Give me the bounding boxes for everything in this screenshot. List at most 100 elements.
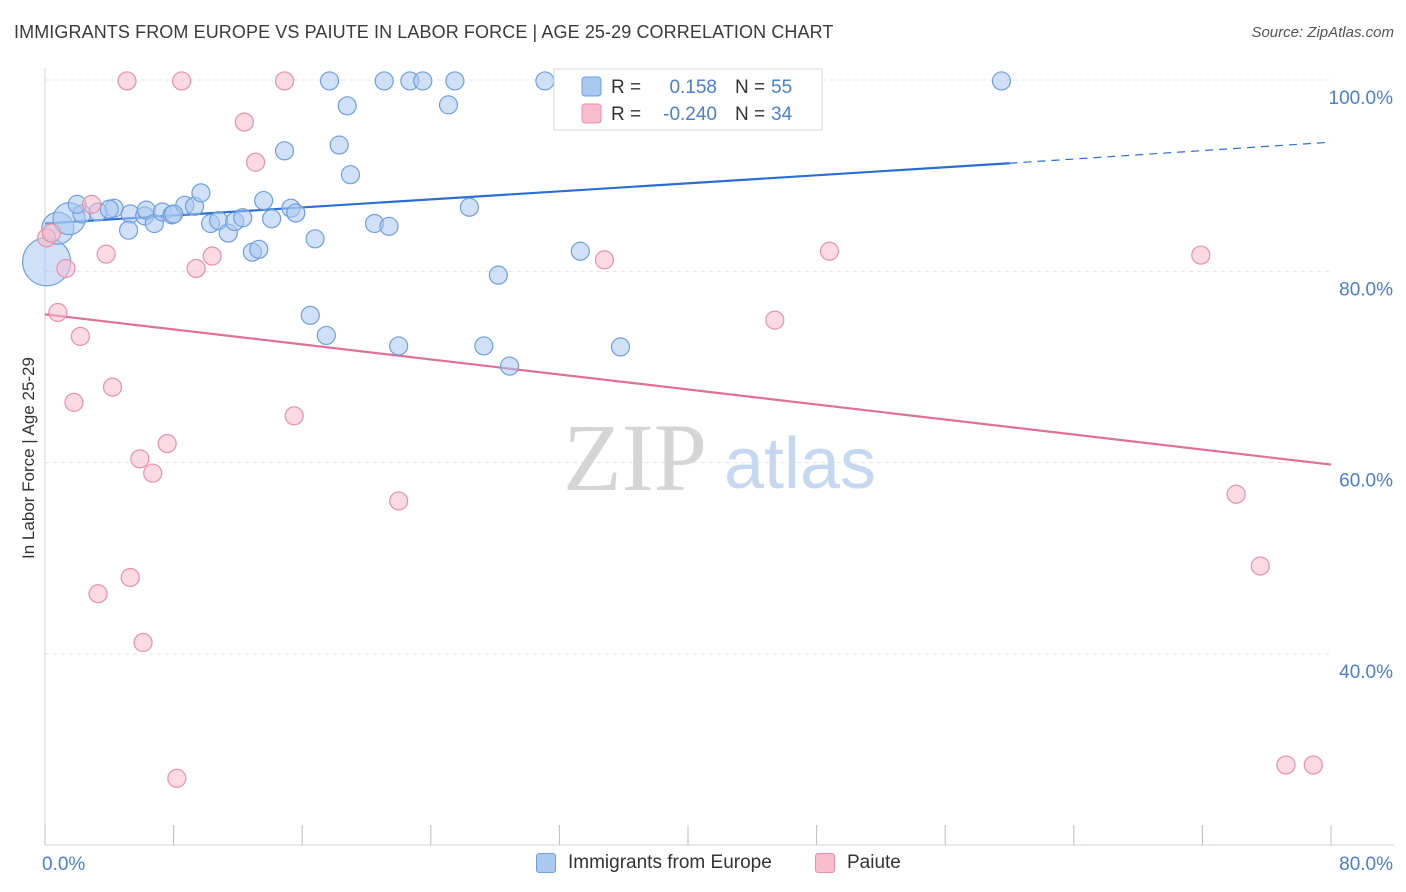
y-tick-label: 40.0% xyxy=(1339,662,1393,683)
legend-label: Paiute xyxy=(847,852,901,873)
stat-n-value: 55 xyxy=(771,77,792,98)
paiute-point xyxy=(41,223,62,243)
paiute-point xyxy=(130,449,150,469)
paiute-point xyxy=(133,632,153,653)
europe-point xyxy=(305,229,325,249)
paiute-point xyxy=(186,258,206,279)
stat-n-value: 34 xyxy=(771,104,793,125)
legend-item-europe[interactable]: Immigrants from Europe xyxy=(536,852,772,874)
europe-point xyxy=(329,135,349,155)
paiute-point xyxy=(1250,556,1270,576)
tick-labels: 100.0% 80.0% 60.0% 40.0% 0.0% 80.0% xyxy=(42,88,1393,875)
paiute-point xyxy=(202,246,222,266)
legend-swatch-pink xyxy=(581,103,602,124)
paiute-point xyxy=(102,377,123,397)
stat-n-label: N = xyxy=(735,104,765,125)
paiute-point xyxy=(48,302,68,323)
legend-swatch-blue xyxy=(581,76,602,97)
y-axis-label: In Labor Force | Age 25-29 xyxy=(19,357,38,559)
legend-item-paiute[interactable]: Paiute xyxy=(815,852,901,874)
paiute-point xyxy=(167,768,187,788)
europe-point xyxy=(316,325,336,346)
europe-point xyxy=(191,183,211,203)
stat-r-label: R = xyxy=(611,104,641,125)
stat-r-value: 0.158 xyxy=(669,77,717,98)
data-points xyxy=(22,71,1323,788)
paiute-point xyxy=(157,433,177,454)
paiute-point xyxy=(64,392,84,412)
europe-point xyxy=(438,95,459,115)
source-label: Source: ZipAtlas.com xyxy=(1251,24,1394,41)
europe-point xyxy=(337,96,357,116)
paiute-point xyxy=(172,71,192,91)
watermark: ZIP atlas xyxy=(563,404,876,511)
europe-point xyxy=(389,336,409,356)
stat-r-value: -0.240 xyxy=(663,104,717,125)
europe-point xyxy=(459,197,479,217)
europe-point xyxy=(340,165,361,185)
stat-n-label: N = xyxy=(735,77,765,98)
legend-swatch-pink xyxy=(815,853,835,873)
europe-point xyxy=(286,203,306,223)
paiute-trend-line xyxy=(44,313,1332,466)
europe-trend-extension xyxy=(1009,141,1332,164)
trend-lines xyxy=(44,141,1332,466)
europe-point xyxy=(118,220,139,240)
paiute-point xyxy=(245,152,266,172)
europe-point xyxy=(379,216,399,236)
paiute-point xyxy=(1303,755,1323,775)
legend-swatch-blue xyxy=(536,853,556,873)
europe-point xyxy=(991,71,1012,91)
europe-point xyxy=(488,265,508,285)
paiute-point xyxy=(120,567,140,588)
stat-r-label: R = xyxy=(611,77,641,98)
europe-trend-line xyxy=(44,162,1010,225)
legend-label: Immigrants from Europe xyxy=(568,852,772,873)
europe-point xyxy=(233,208,253,228)
paiute-point xyxy=(56,258,76,279)
paiute-point xyxy=(70,326,90,346)
paiute-point xyxy=(274,71,295,91)
paiute-point xyxy=(1226,484,1246,504)
gridlines xyxy=(45,79,1331,655)
stats-legend: R = 0.158 N = 55 R = -0.240 N = 34 xyxy=(553,68,823,131)
europe-point xyxy=(99,199,119,219)
y-tick-label: 100.0% xyxy=(1329,88,1394,109)
paiute-point xyxy=(1191,245,1211,265)
x-tick-label: 0.0% xyxy=(42,854,85,875)
europe-point xyxy=(164,204,184,224)
paiute-point xyxy=(1276,755,1296,775)
europe-point xyxy=(445,71,465,91)
europe-point xyxy=(300,305,320,325)
paiute-point xyxy=(819,241,840,261)
x-tick-label: 80.0% xyxy=(1339,854,1393,875)
axes xyxy=(44,68,1394,846)
europe-point xyxy=(274,141,295,161)
watermark-zip: ZIP xyxy=(563,404,707,511)
europe-point xyxy=(249,239,269,259)
europe-point xyxy=(610,337,631,357)
y-tick-label: 60.0% xyxy=(1339,471,1393,492)
y-tick-label: 80.0% xyxy=(1339,279,1393,300)
europe-point xyxy=(319,71,340,91)
bottom-legend: Immigrants from Europe Paiute xyxy=(0,852,1406,876)
paiute-point xyxy=(117,71,137,91)
europe-point xyxy=(474,336,494,356)
paiute-point xyxy=(765,310,785,330)
europe-point xyxy=(570,241,590,261)
paiute-point xyxy=(594,250,615,270)
europe-point xyxy=(262,209,282,229)
paiute-point xyxy=(82,194,102,214)
europe-point xyxy=(535,71,555,91)
paiute-point xyxy=(96,244,116,264)
paiute-point xyxy=(389,491,409,511)
paiute-point xyxy=(88,584,108,604)
europe-point xyxy=(413,71,433,91)
paiute-point xyxy=(143,463,163,483)
europe-point xyxy=(499,356,520,376)
watermark-atlas: atlas xyxy=(724,424,876,504)
europe-point xyxy=(374,71,394,91)
chart-title: IMMIGRANTS FROM EUROPE VS PAIUTE IN LABO… xyxy=(14,22,834,42)
europe-point xyxy=(254,190,274,211)
